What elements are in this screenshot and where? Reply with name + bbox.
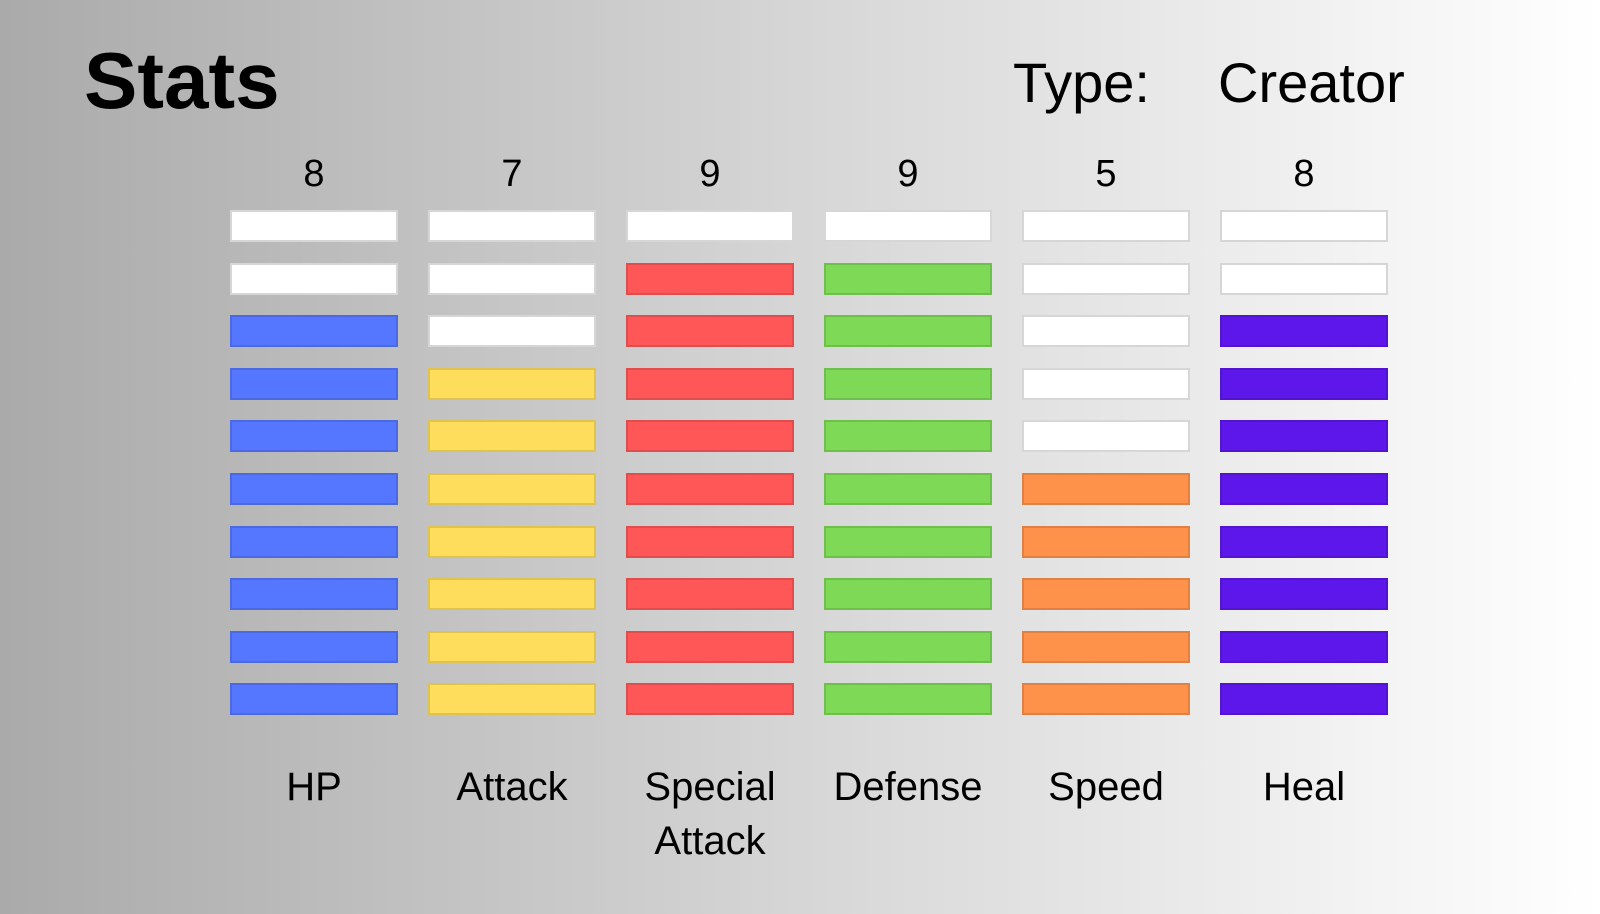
- stat-segment-heal-8-filled: [1220, 315, 1388, 347]
- stat-segment-special-attack-3-filled: [626, 578, 794, 610]
- stat-segment-attack-3-filled: [428, 578, 596, 610]
- stat-segment-heal-5-filled: [1220, 473, 1388, 505]
- stat-segment-hp-1-filled: [230, 683, 398, 715]
- stat-segment-defense-3-filled: [824, 578, 992, 610]
- stat-segment-attack-6-filled: [428, 420, 596, 452]
- stat-segment-speed-8-empty: [1022, 315, 1190, 347]
- stat-segment-defense-9-filled: [824, 263, 992, 295]
- stat-label-speed: Speed: [1048, 765, 1164, 809]
- stat-segment-hp-2-filled: [230, 631, 398, 663]
- stat-segment-hp-6-filled: [230, 420, 398, 452]
- stat-segment-heal-9-empty: [1220, 263, 1388, 295]
- page-title: Stats: [84, 36, 280, 125]
- stat-label-defense: Defense: [833, 765, 983, 809]
- stat-label-attack: Attack: [456, 765, 568, 809]
- stat-segment-speed-3-filled: [1022, 578, 1190, 610]
- stat-segment-speed-4-filled: [1022, 526, 1190, 558]
- stat-segment-speed-5-filled: [1022, 473, 1190, 505]
- stat-segment-speed-9-empty: [1022, 263, 1190, 295]
- stat-segment-hp-4-filled: [230, 526, 398, 558]
- stat-segment-special-attack-6-filled: [626, 420, 794, 452]
- stat-segment-speed-10-empty: [1022, 210, 1190, 242]
- stat-segment-defense-10-empty: [824, 210, 992, 242]
- stat-segment-heal-1-filled: [1220, 683, 1388, 715]
- stat-segment-hp-9-empty: [230, 263, 398, 295]
- stat-value-heal: 8: [1293, 153, 1315, 195]
- stat-segment-defense-4-filled: [824, 526, 992, 558]
- stat-label-heal: Heal: [1262, 765, 1346, 809]
- stat-segment-attack-5-filled: [428, 473, 596, 505]
- stat-segment-hp-7-filled: [230, 368, 398, 400]
- stat-label-hp: HP: [286, 765, 342, 809]
- stat-label-special-attack: Special Attack: [644, 765, 776, 863]
- stat-segment-hp-10-empty: [230, 210, 398, 242]
- stat-value-hp: 8: [303, 153, 325, 195]
- stat-value-speed: 5: [1095, 153, 1117, 195]
- stat-segment-attack-4-filled: [428, 526, 596, 558]
- stat-segment-special-attack-4-filled: [626, 526, 794, 558]
- stat-segment-hp-5-filled: [230, 473, 398, 505]
- stat-segment-special-attack-8-filled: [626, 315, 794, 347]
- type-value: Creator: [1218, 51, 1405, 114]
- stat-segment-speed-2-filled: [1022, 631, 1190, 663]
- stat-segment-special-attack-7-filled: [626, 368, 794, 400]
- stat-segment-heal-4-filled: [1220, 526, 1388, 558]
- stat-segment-speed-1-filled: [1022, 683, 1190, 715]
- stat-segment-defense-1-filled: [824, 683, 992, 715]
- stat-value-defense: 9: [897, 153, 919, 195]
- stat-segment-attack-9-empty: [428, 263, 596, 295]
- stat-segment-heal-6-filled: [1220, 420, 1388, 452]
- stat-segment-hp-3-filled: [230, 578, 398, 610]
- stat-segment-heal-10-empty: [1220, 210, 1388, 242]
- stat-value-attack: 7: [501, 153, 523, 195]
- type-label: Type:: [1013, 51, 1150, 114]
- stat-segment-speed-7-empty: [1022, 368, 1190, 400]
- stat-segment-heal-2-filled: [1220, 631, 1388, 663]
- stat-segment-attack-8-empty: [428, 315, 596, 347]
- stat-segment-attack-1-filled: [428, 683, 596, 715]
- stat-segment-attack-10-empty: [428, 210, 596, 242]
- stat-segment-attack-7-filled: [428, 368, 596, 400]
- stat-segment-defense-2-filled: [824, 631, 992, 663]
- stat-segment-defense-5-filled: [824, 473, 992, 505]
- stat-segment-speed-6-empty: [1022, 420, 1190, 452]
- stat-segment-special-attack-9-filled: [626, 263, 794, 295]
- stat-segment-special-attack-2-filled: [626, 631, 794, 663]
- stat-segment-heal-3-filled: [1220, 578, 1388, 610]
- stat-segment-special-attack-10-empty: [626, 210, 794, 242]
- stat-segment-defense-6-filled: [824, 420, 992, 452]
- stat-value-special-attack: 9: [699, 153, 721, 195]
- stat-segment-special-attack-5-filled: [626, 473, 794, 505]
- stat-segment-hp-8-filled: [230, 315, 398, 347]
- stat-segment-defense-7-filled: [824, 368, 992, 400]
- stat-segment-special-attack-1-filled: [626, 683, 794, 715]
- stat-segment-defense-8-filled: [824, 315, 992, 347]
- stat-segment-attack-2-filled: [428, 631, 596, 663]
- stat-segment-heal-7-filled: [1220, 368, 1388, 400]
